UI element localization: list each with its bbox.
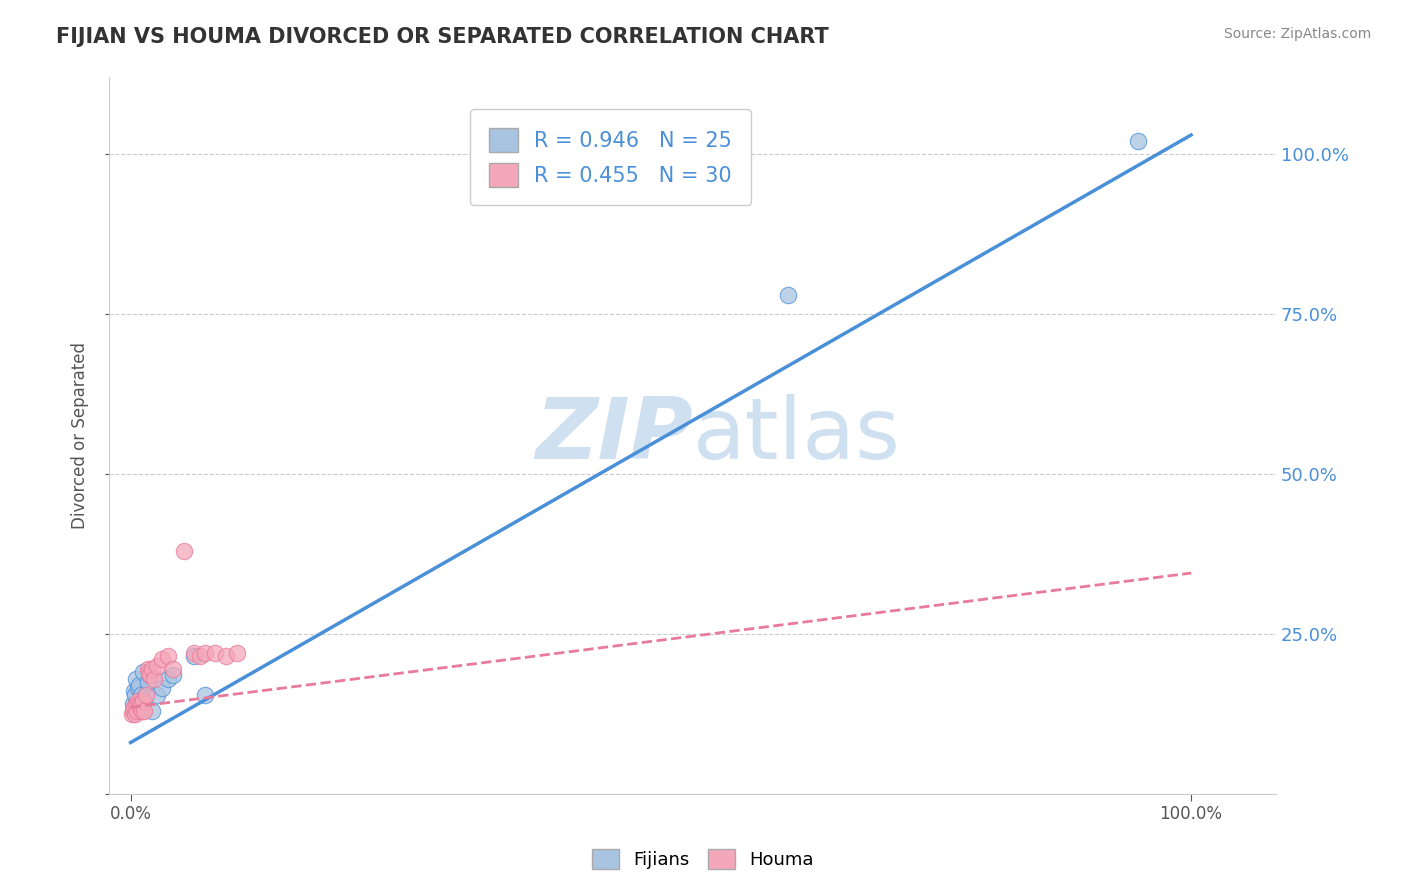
Point [132,694,155,708]
Y-axis label: Divorced or Separated: Divorced or Separated [72,342,89,529]
Point [146,688,169,702]
Point [183,649,205,664]
Text: ZIP: ZIP [536,394,693,477]
Point [121,706,143,721]
Point [124,688,146,702]
Point [127,694,149,708]
Point [128,678,150,692]
Point [156,672,179,686]
Point [131,694,153,708]
Point [135,688,157,702]
Text: Source: ZipAtlas.com: Source: ZipAtlas.com [1223,27,1371,41]
Point [173,543,195,558]
Point [188,649,211,664]
Point [146,658,169,673]
Point [215,649,238,664]
Point [128,697,150,711]
Point [132,665,155,680]
Point [162,662,184,676]
Point [194,688,217,702]
Point [122,704,145,718]
Point [134,704,156,718]
Point [135,688,157,702]
Point [138,668,160,682]
Point [121,704,143,718]
Point [225,646,247,660]
Point [162,668,184,682]
Point [124,706,146,721]
Point [156,649,179,664]
Point [138,665,160,680]
Legend: Fijians, Houma: Fijians, Houma [583,839,823,879]
Point [136,674,159,689]
Point [142,672,165,686]
Point [136,662,159,676]
Point [129,700,152,714]
Text: FIJIAN VS HOUMA DIVORCED OR SEPARATED CORRELATION CHART: FIJIAN VS HOUMA DIVORCED OR SEPARATED CO… [56,27,830,46]
Point [125,704,148,718]
Point [121,697,143,711]
Point [129,688,152,702]
Point [122,700,145,714]
Point [152,681,174,695]
Point [125,697,148,711]
Point [125,672,148,686]
Point [129,697,152,711]
Point [778,288,800,302]
Point [127,681,149,695]
Point [138,668,160,682]
Point [129,704,152,718]
Point [194,646,217,660]
Legend: R = 0.946   N = 25, R = 0.455   N = 30: R = 0.946 N = 25, R = 0.455 N = 30 [470,110,751,205]
Point [122,684,145,698]
Text: atlas: atlas [693,394,901,477]
Point [183,646,205,660]
Point [204,646,226,660]
Point [1126,135,1149,149]
Point [125,697,148,711]
Point [141,662,163,676]
Point [152,652,174,666]
Point [125,697,148,711]
Point [131,704,153,718]
Point [141,704,163,718]
